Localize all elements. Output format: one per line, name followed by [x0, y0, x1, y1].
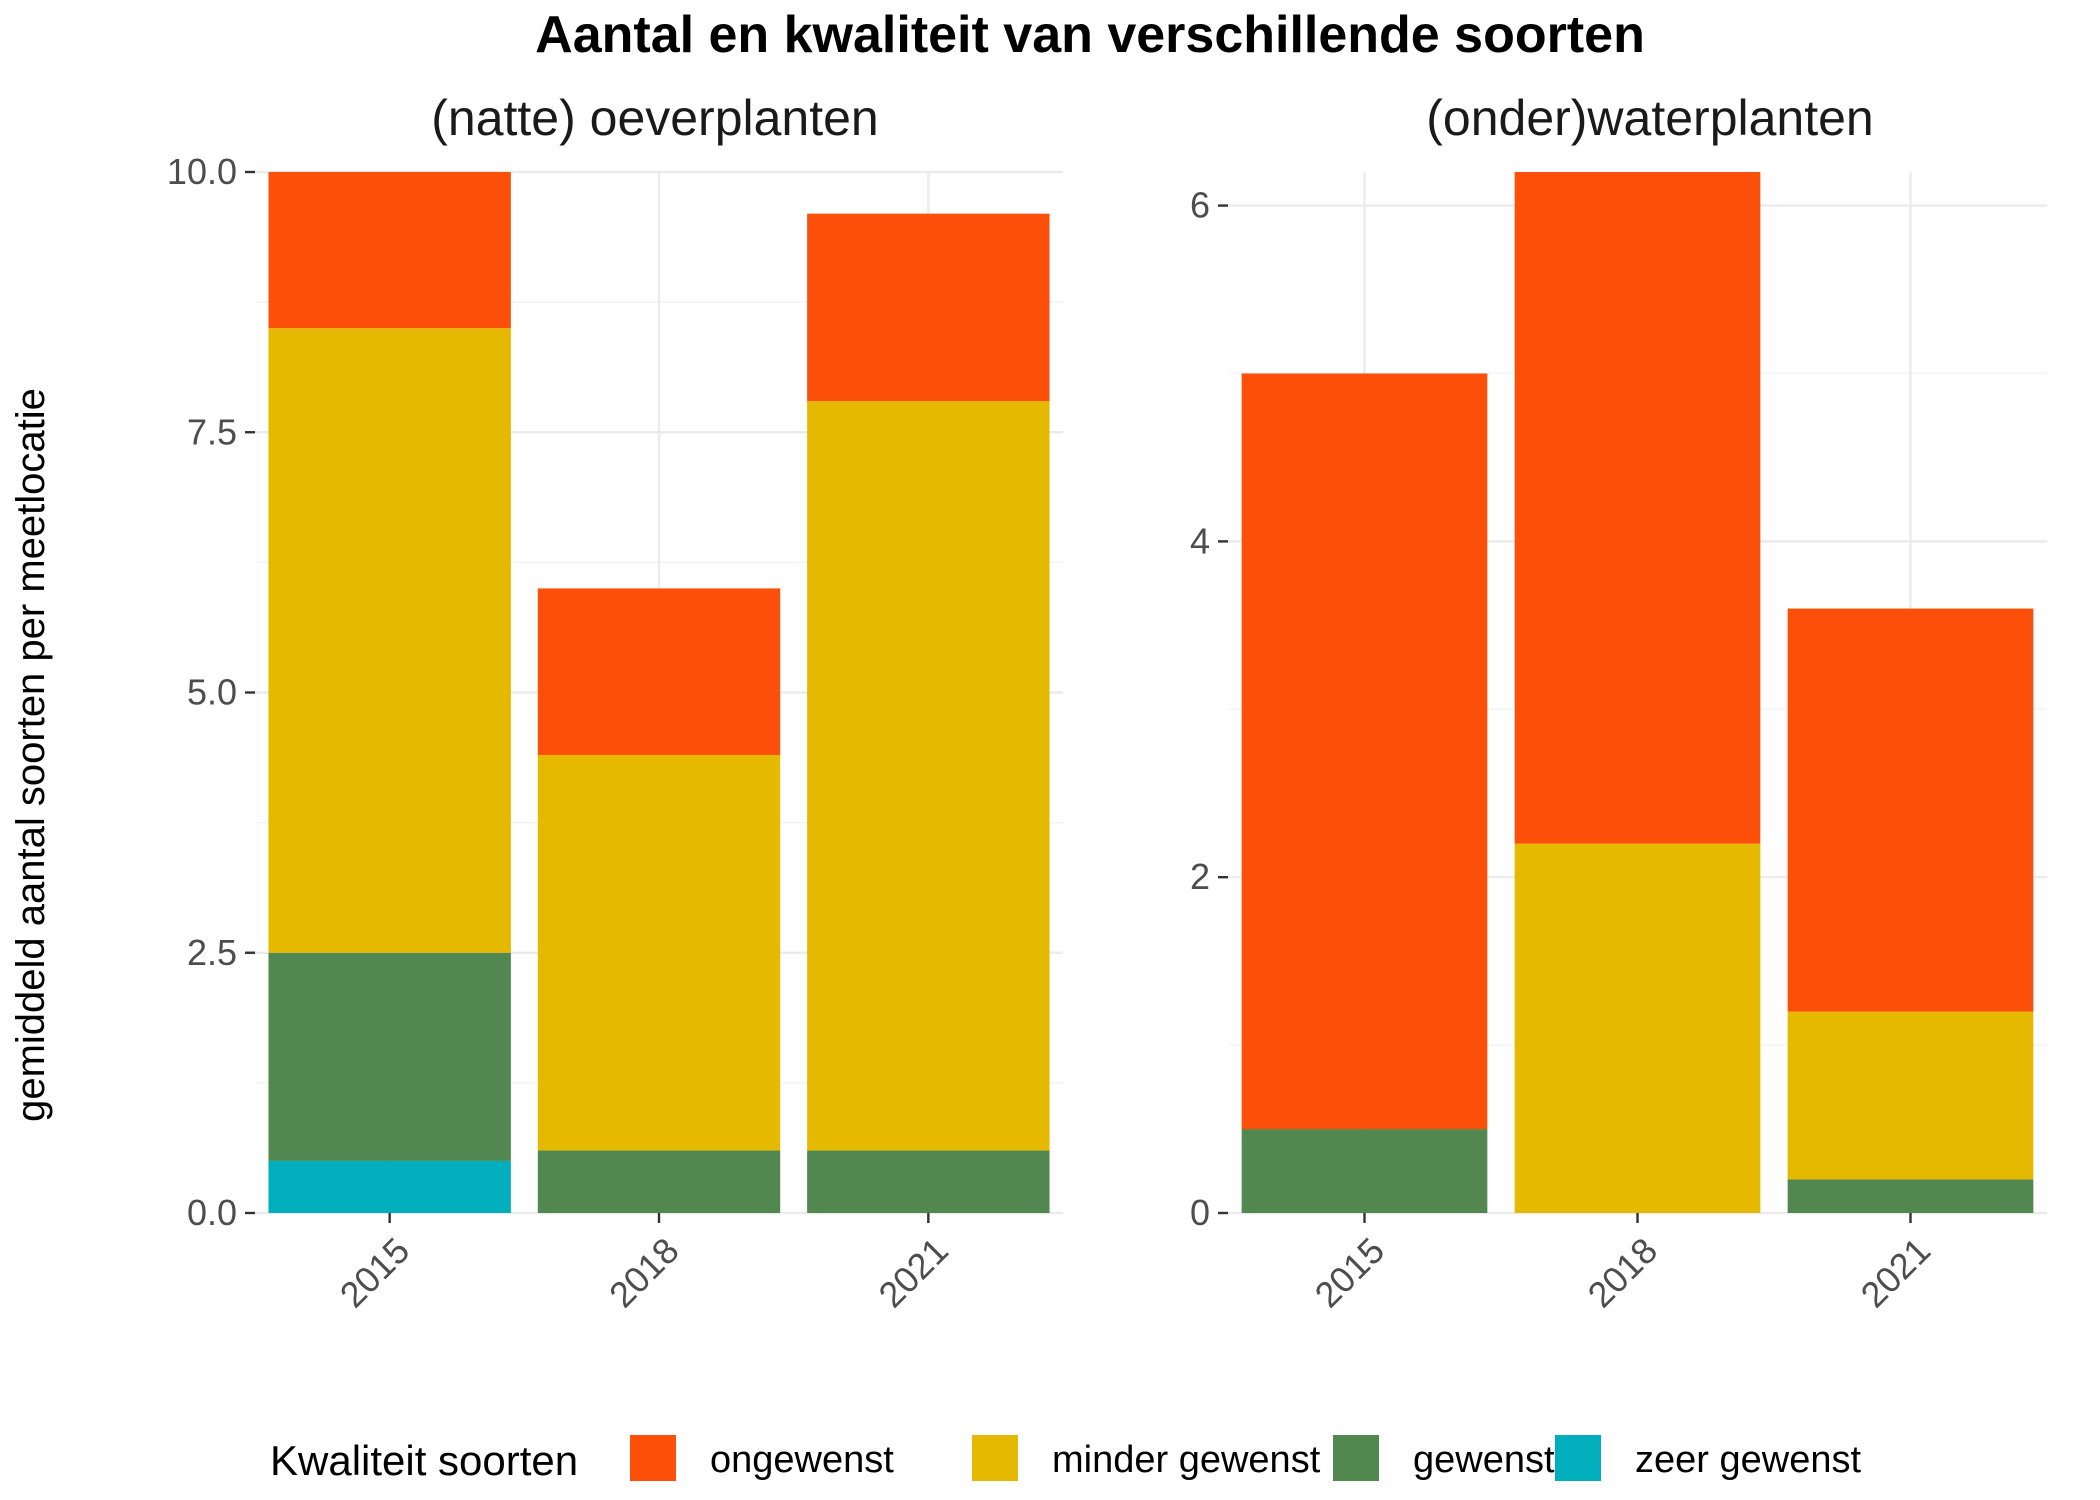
- bar-segment-ongewenst-2018: [537, 588, 781, 755]
- y-tick-label: 7.5: [187, 411, 237, 452]
- legend-key: [1555, 1435, 1601, 1481]
- legend-item-minder-gewenst: minder gewenst: [972, 1435, 1321, 1481]
- legend-title: Kwaliteit soorten: [270, 1437, 578, 1484]
- legend-item-ongewenst: ongewenst: [630, 1435, 894, 1481]
- bar-segment-zeer-gewenst-2015: [268, 1160, 511, 1213]
- bar-segment-gewenst-2021: [1787, 1179, 2034, 1213]
- bar-segment-minder-gewenst-2021: [807, 401, 1050, 1151]
- bar-segment-gewenst-2015: [268, 952, 511, 1161]
- y-tick-label: 6: [1190, 185, 1210, 226]
- bar-segment-ongewenst-2015: [1241, 373, 1488, 1130]
- bar-segment-gewenst-2018: [537, 1150, 781, 1213]
- bar-segment-gewenst-2015: [1241, 1129, 1488, 1213]
- bar-segment-minder-gewenst-2018: [537, 754, 781, 1151]
- y-tick-label: 2.5: [187, 932, 237, 973]
- y-tick-label: 5.0: [187, 672, 237, 713]
- legend-key: [630, 1435, 676, 1481]
- legend-item-gewenst: gewenst: [1333, 1435, 1555, 1481]
- bar-segment-gewenst-2021: [807, 1150, 1050, 1213]
- panel-title: (onder)waterplanten: [1426, 90, 1874, 146]
- legend: Kwaliteit soorten ongewenst minder gewenst…: [270, 1435, 1861, 1484]
- y-tick-label: 4: [1190, 520, 1210, 561]
- legend-item-zeer-gewenst: zeer gewenst: [1555, 1435, 1861, 1481]
- y-tick-label: 0.0: [187, 1192, 237, 1233]
- bar-segment-ongewenst-2021: [1787, 608, 2034, 1012]
- facet-panels: (natte) oeverplanten0.02.55.07.510.02015…: [167, 90, 2047, 1315]
- bar-segment-ongewenst-2018: [1514, 172, 1761, 844]
- legend-key: [1333, 1435, 1379, 1481]
- y-axis-title: gemiddeld aantal soorten per meetlocatie: [9, 388, 53, 1122]
- bar-segment-ongewenst-2021: [807, 213, 1050, 402]
- legend-label: gewenst: [1413, 1439, 1555, 1481]
- bar-segment-minder-gewenst-2015: [268, 328, 511, 953]
- chart-title: Aantal en kwaliteit van verschillende so…: [535, 6, 1645, 64]
- panel-title: (natte) oeverplanten: [431, 90, 879, 146]
- bar-segment-minder-gewenst-2018: [1514, 843, 1761, 1213]
- legend-label: zeer gewenst: [1635, 1439, 1861, 1481]
- y-tick-label: 0: [1190, 1192, 1210, 1233]
- y-tick-label: 10.0: [167, 151, 237, 192]
- bar-segment-minder-gewenst-2021: [1787, 1011, 2034, 1180]
- y-tick-label: 2: [1190, 856, 1210, 897]
- panel-1: (natte) oeverplanten0.02.55.07.510.02015…: [167, 90, 1063, 1315]
- legend-key: [972, 1435, 1018, 1481]
- bar-segment-ongewenst-2015: [268, 172, 511, 329]
- legend-label: minder gewenst: [1052, 1439, 1321, 1481]
- legend-label: ongewenst: [710, 1439, 894, 1481]
